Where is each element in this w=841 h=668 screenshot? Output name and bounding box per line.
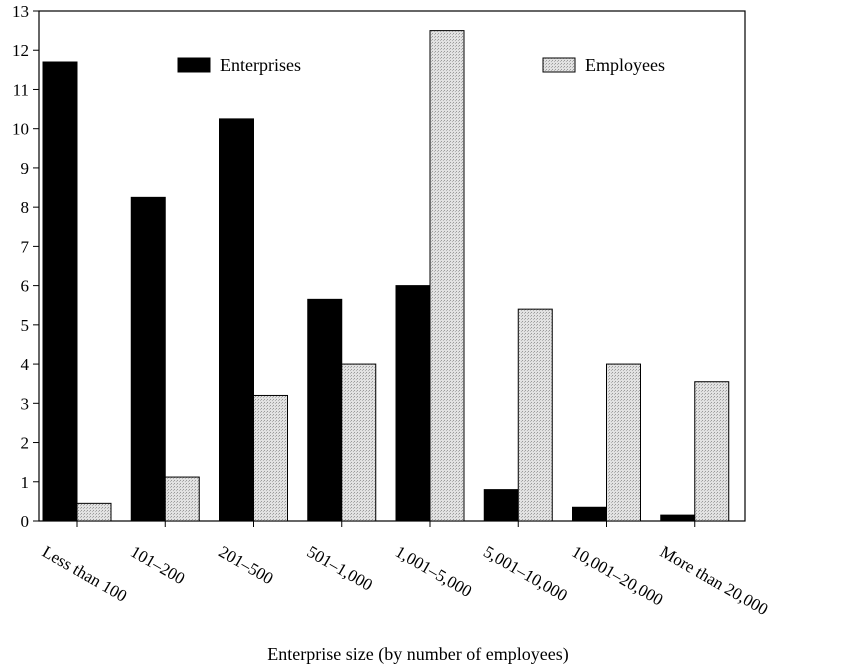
- bar-employees: [429, 30, 465, 522]
- legend-swatch-employees: [542, 57, 576, 73]
- bar-employees: [606, 363, 641, 522]
- y-tick-label: 0: [21, 512, 30, 531]
- y-tick-label: 1: [21, 473, 30, 492]
- bar-enterprises: [395, 285, 431, 522]
- x-category-label: 5,001–10,000: [480, 542, 570, 605]
- bar-employees: [517, 308, 553, 522]
- x-category-label: 101–200: [127, 542, 188, 588]
- bar-employees: [164, 476, 200, 522]
- y-tick-label: 3: [21, 394, 30, 413]
- y-tick-label: 7: [21, 237, 30, 256]
- x-category-label: 201–500: [216, 542, 277, 588]
- x-category-label: 10,001–20,000: [569, 542, 667, 609]
- bar-enterprises: [130, 196, 166, 522]
- y-tick-label: 13: [12, 2, 29, 21]
- y-tick-label: 5: [21, 316, 30, 335]
- bar-enterprises: [307, 298, 343, 522]
- bar-employees: [694, 381, 730, 522]
- bar-employees: [341, 363, 377, 522]
- legend-swatch-enterprises: [177, 57, 211, 73]
- y-tick-label: 11: [13, 80, 29, 99]
- x-category-label: Less than 100: [39, 542, 130, 606]
- bar-enterprises: [42, 61, 78, 522]
- x-axis-title: Enterprise size (by number of employees): [267, 644, 568, 665]
- y-tick-label: 4: [21, 355, 30, 374]
- y-tick-label: 2: [21, 434, 30, 453]
- y-tick-label: 9: [21, 159, 30, 178]
- y-tick-label: 6: [21, 277, 30, 296]
- y-tick-label: 8: [21, 198, 30, 217]
- bar-enterprises: [572, 506, 607, 522]
- plot-area-border: [38, 10, 746, 522]
- y-tick-label: 12: [12, 41, 29, 60]
- legend-label-employees: Employees: [585, 55, 665, 75]
- legend-label-enterprises: Enterprises: [220, 55, 301, 75]
- bar-enterprises: [483, 489, 519, 522]
- bar-enterprises: [660, 514, 696, 522]
- x-category-label: 501–1,000: [304, 542, 376, 595]
- bar-enterprises: [219, 118, 254, 522]
- y-tick-label: 10: [12, 120, 29, 139]
- x-category-label: 1,001–5,000: [392, 542, 475, 601]
- bar-employees: [76, 502, 112, 522]
- bar-employees: [253, 394, 288, 522]
- x-category-label: More than 20,000: [657, 542, 772, 619]
